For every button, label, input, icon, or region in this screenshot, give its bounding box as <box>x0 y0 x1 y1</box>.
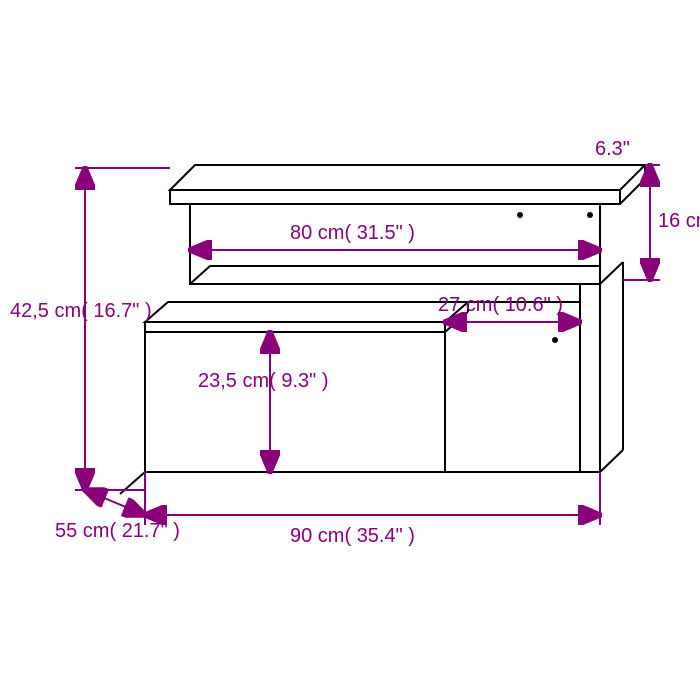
dim-width-upper: 80 cm( 31.5" ) <box>290 222 415 245</box>
dim-height-upper: 16 cm <box>658 210 700 233</box>
dim-height-total: 42,5 cm( 16.7" ) <box>10 300 152 323</box>
dimension-lines <box>0 0 700 700</box>
dim-depth: 55 cm( 21.7" ) <box>55 520 180 543</box>
dim-height-lower: 23,5 cm( 9.3" ) <box>198 370 329 393</box>
dim-shelf-depth: 27 cm( 10.6" ) <box>438 294 563 317</box>
dim-height-upper-top: 6.3" <box>595 138 630 161</box>
diagram-stage: { "type": "technical-dimension-drawing",… <box>0 0 700 700</box>
dim-width-total: 90 cm( 35.4" ) <box>290 525 415 548</box>
